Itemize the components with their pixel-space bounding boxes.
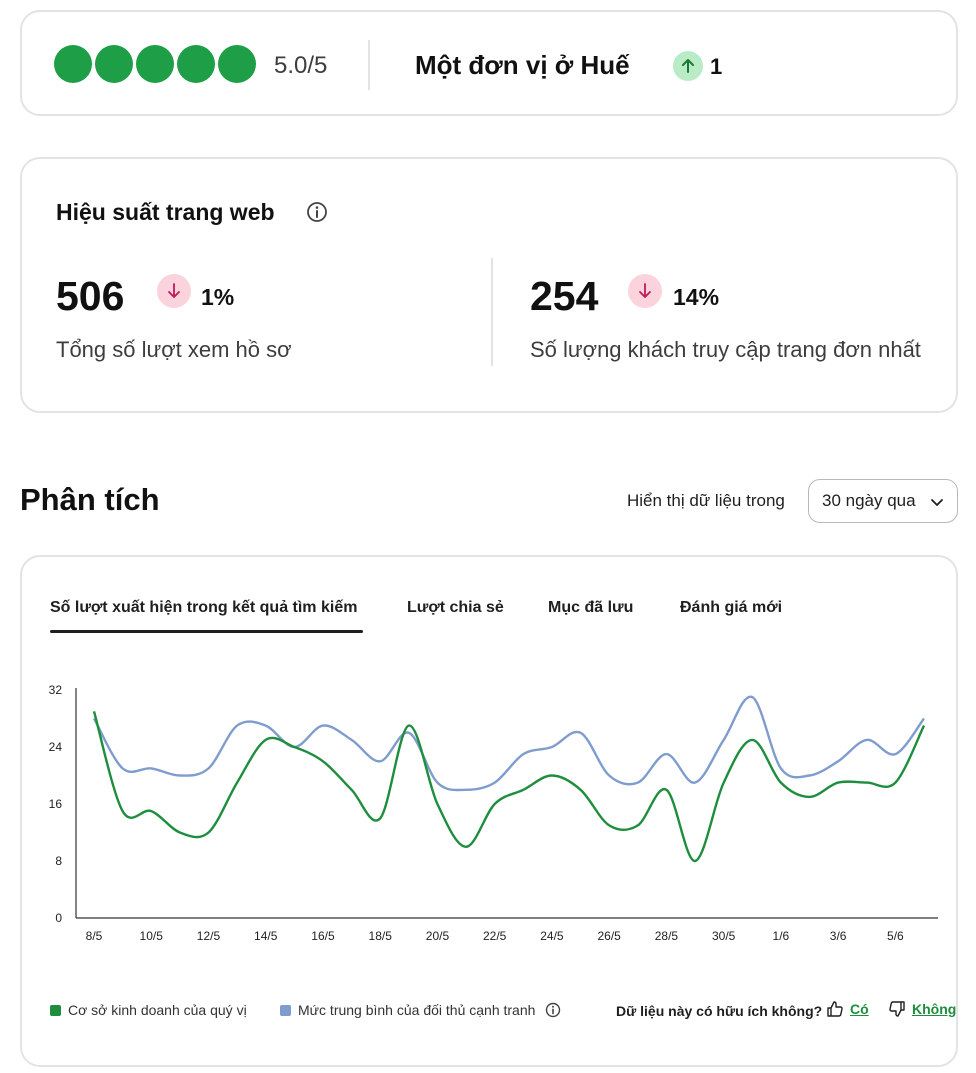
metric-value: 254 <box>530 273 599 319</box>
rating-dots <box>54 45 256 83</box>
series-line-business <box>92 711 926 863</box>
y-tick-label: 24 <box>49 740 63 754</box>
arrow-down-icon <box>628 274 662 308</box>
legend-swatch <box>280 1004 291 1016</box>
date-range-select[interactable]: 30 ngày qua <box>808 479 958 523</box>
rating-dot <box>136 45 174 83</box>
divider <box>491 258 493 366</box>
x-tick-label: 10/5 <box>140 929 164 943</box>
divider <box>368 40 370 90</box>
tab-search-appearances[interactable]: Số lượt xuất hiện trong kết quả tìm kiếm <box>50 599 358 616</box>
range-label: Hiển thị dữ liệu trong <box>627 491 785 510</box>
x-tick-label: 12/5 <box>197 929 221 943</box>
info-icon[interactable] <box>545 1002 561 1018</box>
feedback-yes-button[interactable]: Có <box>826 1000 869 1018</box>
x-tick-label: 26/5 <box>597 929 621 943</box>
section-title: Hiệu suất trang web <box>56 199 275 225</box>
x-tick-label: 8/5 <box>86 929 103 943</box>
rank-change: 1 <box>710 54 723 79</box>
y-tick-label: 0 <box>55 911 62 925</box>
info-icon[interactable] <box>306 201 328 223</box>
x-tick-label: 24/5 <box>540 929 564 943</box>
line-chart: 0 8 16 24 32 8/5 10/5 12/5 14/5 16/5 18/5 20/5 22/5 2… <box>49 683 938 943</box>
rating-card: 5.0/5 Một đơn vị ở Huế 1 <box>20 10 958 116</box>
feedback-yes-label: Có <box>850 1001 869 1017</box>
metric-label: Số lượng khách truy cập trang đơn nhất <box>530 337 921 362</box>
legend-competitors: Mức trung bình của đối thủ cạnh tranh <box>280 1002 561 1018</box>
y-tick-label: 32 <box>49 683 63 697</box>
rating-dot <box>95 45 133 83</box>
metric-change: 1% <box>201 284 235 310</box>
metric-value: 506 <box>56 273 125 319</box>
metric-change: 14% <box>673 284 720 310</box>
analytics-chart-card: Số lượt xuất hiện trong kết quả tìm kiếm… <box>20 555 958 1067</box>
x-tick-label: 14/5 <box>254 929 278 943</box>
x-tick-label: 1/6 <box>773 929 790 943</box>
feedback-no-button[interactable]: Không <box>888 1000 956 1018</box>
active-tab-indicator <box>50 630 363 633</box>
legend-label: Cơ sở kinh doanh của quý vị <box>68 1002 247 1018</box>
metric-label: Tổng số lượt xem hồ sơ <box>56 337 292 362</box>
thumbs-down-icon <box>888 1000 906 1018</box>
rating-dot <box>177 45 215 83</box>
y-tick-label: 8 <box>55 854 62 868</box>
x-tick-label: 3/6 <box>830 929 847 943</box>
x-tick-label: 22/5 <box>483 929 507 943</box>
rating-score: 5.0/5 <box>274 52 328 79</box>
rating-dot <box>218 45 256 83</box>
thumbs-up-icon <box>826 1000 844 1018</box>
chevron-down-icon <box>930 494 944 514</box>
rating-dot <box>54 45 92 83</box>
y-tick-label: 16 <box>49 797 63 811</box>
legend-swatch <box>50 1004 61 1016</box>
rank-title: Một đơn vị ở Huế <box>415 50 630 80</box>
x-tick-label: 18/5 <box>369 929 393 943</box>
x-tick-label: 5/6 <box>887 929 904 943</box>
legend-label: Mức trung bình của đối thủ cạnh tranh <box>298 1002 536 1018</box>
feedback-no-label: Không <box>912 1001 957 1017</box>
tab-new-reviews[interactable]: Đánh giá mới <box>680 599 783 616</box>
x-tick-label: 16/5 <box>311 929 335 943</box>
arrow-up-icon <box>673 51 703 81</box>
feedback-question: Dữ liệu này có hữu ích không? <box>616 1003 823 1019</box>
tab-shares[interactable]: Lượt chia sẻ <box>407 599 504 616</box>
legend-business: Cơ sở kinh doanh của quý vị <box>50 1002 247 1018</box>
website-performance-card: Hiệu suất trang web 506 1% Tổng số lượt … <box>20 157 958 413</box>
tab-saved[interactable]: Mục đã lưu <box>548 599 634 616</box>
x-tick-label: 20/5 <box>426 929 450 943</box>
x-tick-label: 30/5 <box>712 929 736 943</box>
series-line-competitors <box>92 695 925 792</box>
analytics-title: Phân tích <box>20 482 160 517</box>
arrow-down-icon <box>157 274 191 308</box>
x-tick-label: 28/5 <box>655 929 679 943</box>
range-value: 30 ngày qua <box>822 491 916 510</box>
